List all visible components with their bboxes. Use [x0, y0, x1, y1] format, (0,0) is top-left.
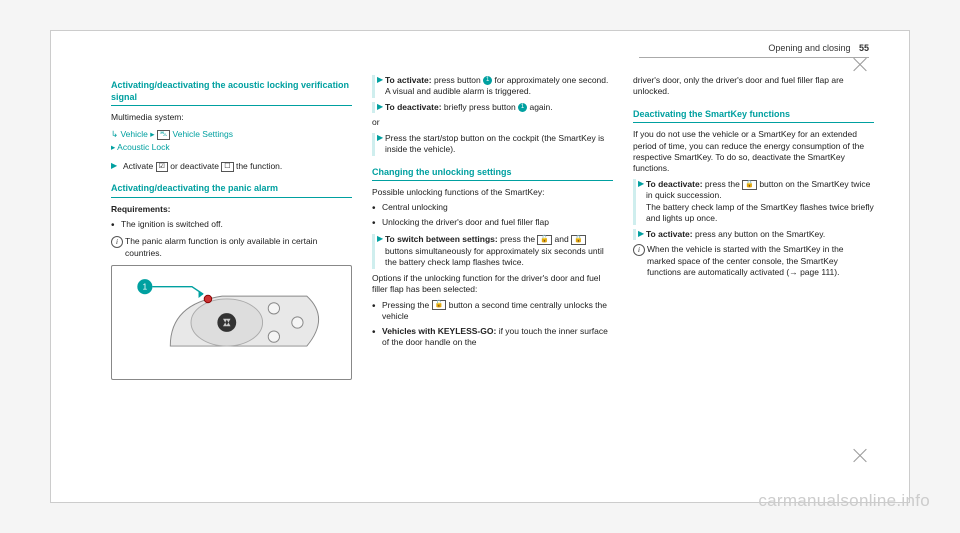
- crop-mark-br-icon: [851, 447, 881, 477]
- content-columns: Activating/deactivating the acoustic loc…: [111, 75, 874, 495]
- heading-unlocking-settings: Changing the unlocking settings: [372, 166, 613, 181]
- lock-icon: 🔒: [742, 180, 757, 190]
- unlocking-functions-list: Central unlocking Unlocking the driver's…: [372, 202, 613, 228]
- callout-1: 1: [143, 282, 148, 292]
- step-deactivate-panic: To deactivate: briefly press button 1 ag…: [372, 102, 613, 113]
- list-item: Central unlocking: [372, 202, 613, 213]
- heading-deactivate-smartkey: Deactivating the SmartKey functions: [633, 108, 874, 123]
- txt: Requirements:: [111, 204, 171, 214]
- callout-1-icon: 1: [483, 76, 492, 85]
- car-settings-icon: ⛍: [157, 130, 170, 140]
- list-item: Unlocking the driver's door and fuel fil…: [372, 217, 613, 228]
- txt: press the: [705, 179, 742, 189]
- step-activate-function: Activate ☑ or deactivate ☐ the function.: [111, 161, 352, 172]
- callout-1-icon: 1: [518, 103, 527, 112]
- header-rule: [639, 57, 869, 58]
- multimedia-label: Multimedia system:: [111, 112, 352, 123]
- txt: again.: [529, 102, 552, 112]
- possible-functions-label: Possible unlocking functions of the Smar…: [372, 187, 613, 198]
- page-header: Opening and closing 55: [768, 43, 869, 53]
- heading-panic-alarm: Activating/deactivating the panic alarm: [111, 182, 352, 197]
- txt: To activate:: [385, 75, 432, 85]
- bc-sep-icon: ▸: [150, 129, 157, 139]
- txt: press the: [500, 234, 537, 244]
- step-switch-settings: To switch between settings: press the 🔓 …: [372, 234, 613, 268]
- txt: press button: [434, 75, 483, 85]
- smartkey-intro: If you do not use the vehicle or a Smart…: [633, 129, 874, 175]
- req-item: The ignition is switched off.: [111, 219, 352, 230]
- txt: the function.: [236, 161, 282, 171]
- options-label: Options if the unlocking function for th…: [372, 273, 613, 296]
- list-item: Vehicles with KEYLESS-GO: if you touch t…: [372, 326, 613, 349]
- step-activate-smartkey: To activate: press any button on the Sma…: [633, 229, 874, 240]
- options-list: Pressing the 🔓 button a second time cent…: [372, 300, 613, 349]
- step-activate-panic: To activate: press button 1 for approxim…: [372, 75, 613, 98]
- txt: or deactivate: [170, 161, 221, 171]
- txt: and: [555, 234, 572, 244]
- checkbox-off-icon: ☐: [221, 162, 233, 172]
- info-auto-activate: When the vehicle is started with the Sma…: [633, 244, 874, 278]
- txt: The battery check lamp of the SmartKey f…: [646, 202, 874, 223]
- column-3: driver's door, only the driver's door an…: [633, 75, 874, 495]
- txt: To deactivate:: [646, 179, 703, 189]
- requirements-list: The ignition is switched off.: [111, 219, 352, 230]
- step-startstop: Press the start/stop button on the cockp…: [372, 133, 613, 156]
- crop-mark-tr-icon: [851, 56, 881, 86]
- unlock-icon: 🔓: [537, 235, 552, 245]
- txt: A visual and audible alarm is triggered.: [385, 86, 531, 96]
- section-title: Opening and closing: [768, 43, 850, 53]
- list-item: Pressing the 🔓 button a second time cent…: [372, 300, 613, 323]
- heading-acoustic-lock: Activating/deactivating the acoustic loc…: [111, 79, 352, 106]
- manual-page: Opening and closing 55 Activating/deacti…: [50, 30, 910, 503]
- page-number: 55: [859, 43, 869, 53]
- or-label: or: [372, 117, 613, 128]
- txt: buttons simultaneously for approximately…: [385, 246, 604, 267]
- txt: briefly press button: [444, 102, 518, 112]
- txt: Activate: [123, 161, 156, 171]
- column-2: To activate: press button 1 for approxim…: [372, 75, 613, 495]
- bc-settings: Vehicle Settings: [173, 129, 233, 139]
- bc-acoustic: Acoustic Lock: [117, 142, 169, 152]
- column-1: Activating/deactivating the acoustic loc…: [111, 75, 352, 495]
- checkbox-on-icon: ☑: [156, 162, 168, 172]
- txt: Vehicles with KEYLESS-GO:: [382, 326, 496, 336]
- txt: To deactivate:: [385, 102, 442, 112]
- bc-vehicle: Vehicle: [120, 129, 147, 139]
- unlock-icon: 🔓: [432, 300, 447, 310]
- info-panic-availability: The panic alarm function is only availab…: [111, 236, 352, 259]
- txt: Pressing the: [382, 300, 432, 310]
- watermark: carmanualsonline.info: [758, 491, 930, 511]
- txt: To activate:: [646, 229, 693, 239]
- smartkey-illustration: 1: [111, 265, 352, 380]
- step-deactivate-smartkey: To deactivate: press the 🔒 button on the…: [633, 179, 874, 225]
- txt: press any button on the SmartKey.: [695, 229, 825, 239]
- continuation-text: driver's door, only the driver's door an…: [633, 75, 874, 98]
- txt: To switch between settings:: [385, 234, 498, 244]
- txt: for approximately one second.: [495, 75, 609, 85]
- requirements-label: Requirements:: [111, 204, 352, 215]
- breadcrumb: ↳ Vehicle ▸ ⛍ Vehicle Settings ▸ Acousti…: [111, 128, 352, 155]
- lock-icon: 🔒: [571, 235, 586, 245]
